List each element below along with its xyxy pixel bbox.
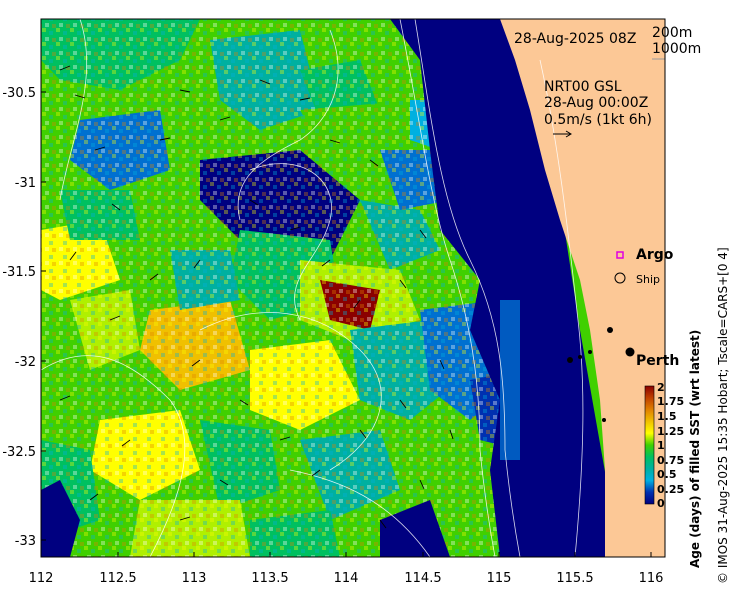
- colorbar-tick: 0.75: [657, 454, 684, 467]
- bathymetry-contours: [41, 19, 584, 557]
- colorbar-tick: 1.5: [657, 410, 677, 423]
- current-annotation-time: 28-Aug 00:00Z: [544, 95, 648, 111]
- x-tick-label: 115: [487, 571, 512, 586]
- x-tick-label: 114.5: [404, 571, 441, 586]
- colorbar: 2 1.75 1.5 1.25 1 0.75 0.5 0.25 0: [644, 381, 684, 510]
- current-annotation-source: NRT00 GSL: [544, 79, 622, 95]
- y-tick-label: -31.5: [2, 265, 36, 280]
- date-label: 28-Aug-2025 08Z: [514, 31, 636, 47]
- deep-water-south: [380, 500, 450, 557]
- x-tick-label: 116: [639, 571, 664, 586]
- legend-argo-label: Argo: [636, 247, 674, 263]
- scale-label-200m: 200m: [652, 25, 692, 41]
- colorbar-tick: 1.75: [657, 395, 684, 408]
- x-tick-label: 112: [29, 571, 54, 586]
- x-tick-label: 114: [334, 571, 359, 586]
- land: [500, 19, 665, 557]
- colorbar-tick: 2: [657, 381, 665, 394]
- y-tick-label: -32.5: [2, 445, 36, 460]
- x-axis: 112 112.5 113 113.5 114 114.5 115 115.5 …: [29, 552, 664, 586]
- ship-marker-icon: [614, 272, 626, 284]
- deep-water-band: [390, 19, 620, 557]
- coastal-islands: [567, 327, 613, 422]
- colorbar-tick: 0.5: [657, 468, 677, 481]
- perth-marker-icon: [625, 347, 635, 357]
- coastal-shelf: [500, 300, 520, 460]
- map-plot-area: [41, 19, 665, 557]
- y-tick-label: -33: [15, 534, 36, 549]
- colorbar-label: Age (days) of filled SST (wrt latest): [688, 330, 702, 568]
- x-tick-label: 112.5: [99, 571, 136, 586]
- plot-frame: [40, 18, 666, 558]
- credit-text: © IMOS 31-Aug-2025 15:35 Hobart; Tscale=…: [716, 247, 730, 584]
- y-tick-label: -31: [15, 176, 36, 191]
- colorbar-tick: 1.25: [657, 425, 684, 438]
- current-scale-arrow: [553, 130, 572, 138]
- x-tick-label: 113: [182, 571, 207, 586]
- current-annotation-scale: 0.5m/s (1kt 6h): [544, 112, 652, 128]
- scale-label-1000m: 1000m: [652, 41, 701, 57]
- y-tick-label: -30.5: [2, 86, 36, 101]
- x-tick-label: 113.5: [251, 571, 288, 586]
- colorbar-tick: 0: [657, 497, 665, 510]
- legend: Argo Ship: [614, 247, 674, 286]
- place-perth-label: Perth: [636, 353, 679, 369]
- colorbar-tick: 1: [657, 439, 665, 452]
- x-tick-label: 115.5: [556, 571, 593, 586]
- colorbar-gradient: [644, 385, 655, 505]
- argo-marker-icon: [616, 251, 624, 259]
- legend-ship-label: Ship: [636, 273, 660, 286]
- y-tick-label: -32: [15, 355, 36, 370]
- colorbar-tick: 0.25: [657, 483, 684, 496]
- y-axis: -30.5 -31 -31.5 -32 -32.5 -33: [2, 86, 46, 549]
- deep-water-west: [41, 480, 80, 557]
- current-arrows: [59, 65, 454, 529]
